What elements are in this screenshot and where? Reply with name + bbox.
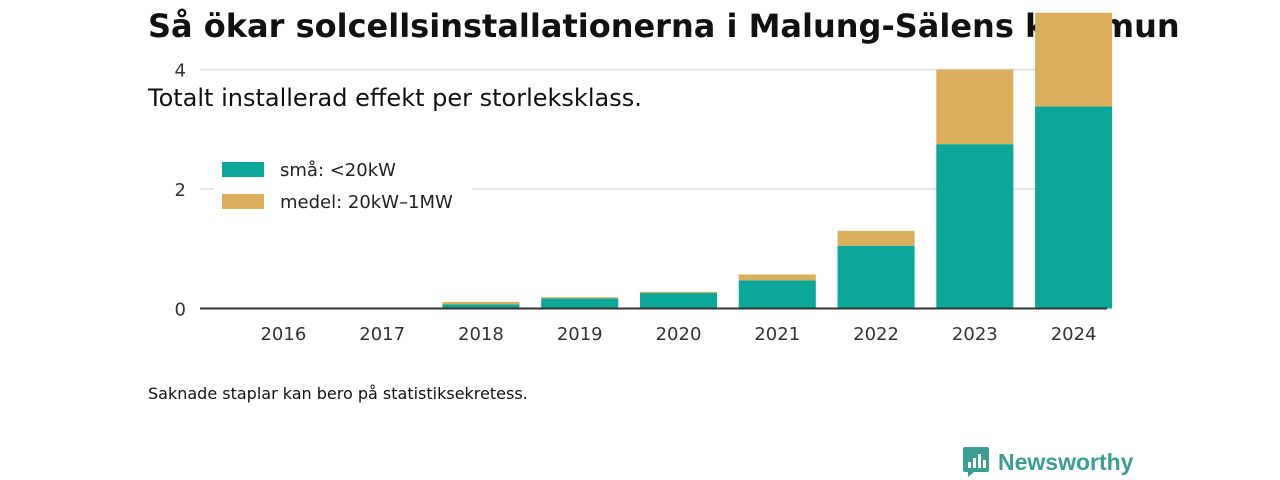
y-tick-label-2: 2 bbox=[175, 180, 186, 201]
x-tick-label-2022: 2022 bbox=[853, 324, 899, 345]
bar-2024-series-0 bbox=[1035, 106, 1113, 309]
x-tick-label-2019: 2019 bbox=[557, 324, 603, 345]
brand-name: Newsworthy bbox=[998, 448, 1134, 475]
y-tick-label-4: 4 bbox=[175, 61, 186, 82]
bar-2024-series-1 bbox=[1035, 12, 1113, 107]
x-tick-label-2024: 2024 bbox=[1051, 324, 1097, 345]
bar-2018-series-1 bbox=[442, 301, 520, 305]
bar-2019-series-1 bbox=[541, 297, 619, 299]
legend-label-sma: små: <20kW bbox=[280, 160, 396, 181]
x-tick-label-2021: 2021 bbox=[754, 324, 800, 345]
x-tick-label-2017: 2017 bbox=[359, 324, 405, 345]
y-tick-label-0: 0 bbox=[175, 300, 186, 321]
legend-swatch-medel bbox=[222, 194, 264, 209]
bar-2023-series-1 bbox=[936, 69, 1014, 145]
footnote: Saknade staplar kan bero på statistiksek… bbox=[148, 384, 528, 403]
x-tick-label-2020: 2020 bbox=[656, 324, 702, 345]
chart-title: Så ökar solcellsinstallationerna i Malun… bbox=[148, 7, 1180, 45]
legend: små: <20kW medel: 20kW–1MW bbox=[214, 150, 472, 220]
bar-chart-speech-bubble-icon bbox=[963, 447, 989, 477]
tick-labels: 0 2 4 2016 2017 2018 2019 2020 2021 2022 2023 2024 bbox=[175, 61, 1097, 346]
bar-2019-series-0 bbox=[541, 298, 619, 309]
brand-logo: Newsworthy bbox=[962, 446, 1133, 478]
x-tick-label-2023: 2023 bbox=[952, 324, 998, 345]
legend-swatch-sma bbox=[222, 162, 264, 177]
bar-2020-series-1 bbox=[639, 291, 718, 293]
bar-2022-series-0 bbox=[837, 245, 915, 309]
bar-2018-series-0 bbox=[442, 304, 520, 309]
legend-label-medel: medel: 20kW–1MW bbox=[280, 192, 453, 213]
bar-2022-series-1 bbox=[837, 230, 915, 246]
x-tick-label-2018: 2018 bbox=[458, 324, 504, 345]
bar-2021-series-0 bbox=[738, 280, 816, 309]
chart-subtitle: Totalt installerad effekt per storlekskl… bbox=[148, 84, 642, 112]
bar-2021-series-1 bbox=[738, 274, 816, 281]
bars bbox=[442, 12, 1113, 309]
bar-2023-series-0 bbox=[936, 144, 1014, 309]
x-tick-label-2016: 2016 bbox=[260, 324, 306, 345]
bar-2020-series-0 bbox=[639, 292, 718, 309]
